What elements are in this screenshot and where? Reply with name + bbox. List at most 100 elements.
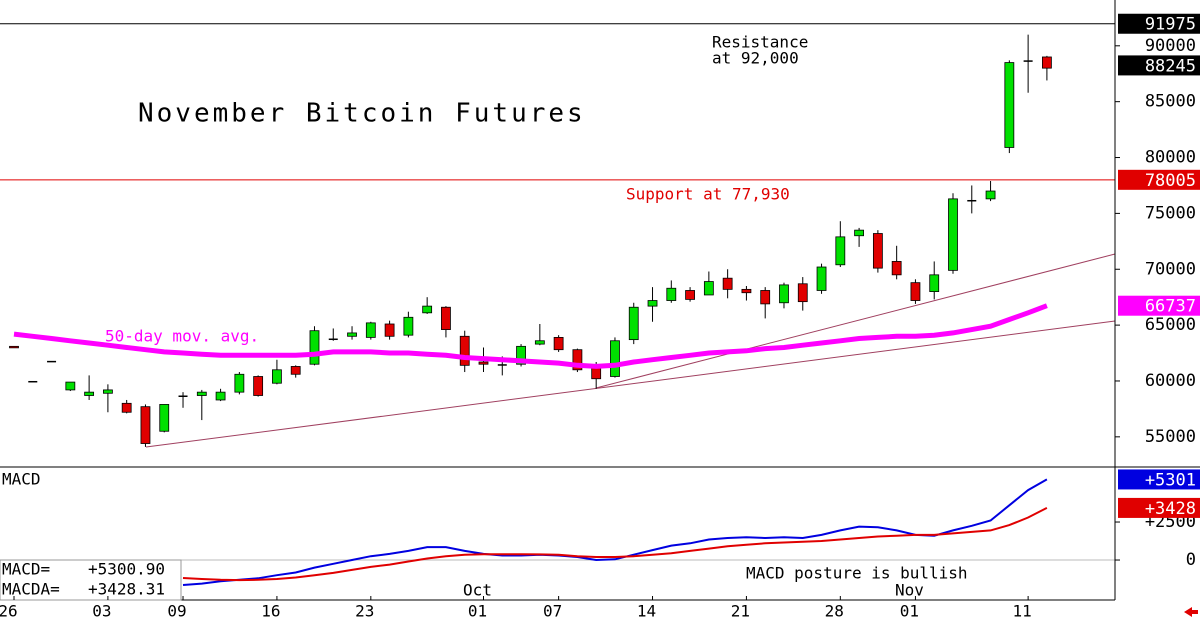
moving-average (13, 303, 1048, 369)
candle-body (1023, 60, 1033, 62)
x-tick-label: 03 (92, 602, 111, 621)
level-label: 91975 (1145, 15, 1196, 35)
candle-body (290, 366, 301, 375)
candle-body (403, 316, 414, 336)
level-box (1118, 55, 1200, 76)
candle-body (65, 381, 76, 391)
candle-body (234, 373, 245, 393)
candle-body (760, 290, 771, 305)
level-label: +5301 (1145, 470, 1196, 490)
candle-body (779, 284, 789, 304)
candle-body (140, 406, 151, 444)
level-box (1118, 169, 1200, 190)
candle-body (1004, 62, 1015, 148)
candle-body (159, 404, 170, 432)
macd-line (182, 507, 1048, 582)
annotation: Resistance (712, 33, 808, 52)
level-box (1118, 497, 1200, 518)
x-tick-label: 23 (355, 602, 374, 621)
candle-body (253, 376, 264, 396)
candle-body (516, 345, 526, 365)
candle-body (84, 391, 95, 396)
candle-body (553, 337, 564, 351)
candle-body (459, 335, 470, 366)
candle-body (309, 330, 320, 365)
level-label: 66737 (1145, 297, 1196, 317)
level-box (1118, 13, 1200, 34)
candle-body (178, 395, 188, 397)
panel-title: MACD (2, 470, 41, 489)
legend-label: 50-day mov. avg. (105, 327, 259, 346)
candle-body (365, 322, 376, 338)
candle-body (572, 349, 583, 371)
level-label: 78005 (1145, 171, 1196, 191)
candle-body (722, 277, 733, 290)
x-tick-label: 09 (167, 602, 186, 621)
y-tick-label: 60000 (1145, 371, 1196, 391)
level-label: +3428 (1145, 499, 1196, 519)
month-label: Oct (463, 581, 492, 600)
x-tick-label: 14 (637, 602, 656, 621)
candle-body (647, 300, 658, 307)
trend-line (145, 320, 1116, 448)
candle-body (666, 287, 677, 301)
x-tick-label: 21 (731, 602, 750, 621)
candle-body (835, 236, 846, 266)
annotation: Support at 77,930 (626, 185, 790, 204)
candle-body (948, 198, 958, 271)
level-label: 88245 (1145, 56, 1196, 76)
y-tick-label: 75000 (1145, 203, 1196, 223)
candle-body (9, 345, 19, 349)
candle-body (816, 266, 827, 291)
candle-body (121, 402, 132, 413)
x-tick-label: 28 (825, 602, 844, 621)
chart-title: November Bitcoin Futures (138, 99, 586, 129)
y-tick-label: 70000 (1145, 259, 1196, 279)
candle-body (610, 340, 620, 377)
x-tick-label: 07 (543, 602, 562, 621)
candle-body (891, 261, 902, 276)
annotation: at 92,000 (712, 49, 799, 68)
candle-body (215, 391, 226, 401)
candle-body (272, 369, 282, 384)
candle-body (534, 340, 545, 345)
candle-body (1042, 56, 1052, 69)
level-box (1118, 295, 1200, 316)
macd-line (182, 478, 1048, 586)
candle-body (685, 290, 695, 300)
y-tick-label: 80000 (1145, 148, 1196, 168)
candle-body (703, 281, 714, 296)
scroll-arrow[interactable] (1184, 607, 1198, 617)
candle-body (910, 282, 921, 301)
y-tick-label: 0 (1186, 550, 1196, 570)
candle-body (741, 288, 752, 294)
x-tick-label: 11 (1012, 602, 1031, 621)
candle-body (797, 283, 808, 303)
readout-name: MACDA= (2, 580, 60, 599)
candle-body (497, 364, 507, 366)
candle-body (628, 306, 639, 341)
candle-body (347, 332, 357, 337)
plot (0, 23, 1115, 586)
y-tick-label: 90000 (1145, 36, 1196, 56)
candle-body (103, 389, 113, 394)
candle-body (854, 229, 864, 237)
trend-line (595, 253, 1116, 389)
level-box (1118, 469, 1200, 490)
readout-value: +5300.90 (88, 560, 165, 579)
x-tick-label: 26 (0, 602, 18, 621)
candle-body (967, 199, 977, 202)
candle-body (328, 338, 338, 341)
y-tick-label: 65000 (1145, 315, 1196, 335)
y-tick-label: 85000 (1145, 92, 1196, 112)
candle-body (441, 306, 451, 330)
x-tick-label: 01 (900, 602, 919, 621)
y-tick-label: 55000 (1145, 427, 1196, 447)
candle-body (872, 233, 883, 269)
candle-body (422, 305, 433, 314)
candle-body (384, 323, 395, 337)
month-label: Nov (895, 581, 924, 600)
candle-body (478, 361, 489, 365)
readout-box (0, 559, 182, 601)
